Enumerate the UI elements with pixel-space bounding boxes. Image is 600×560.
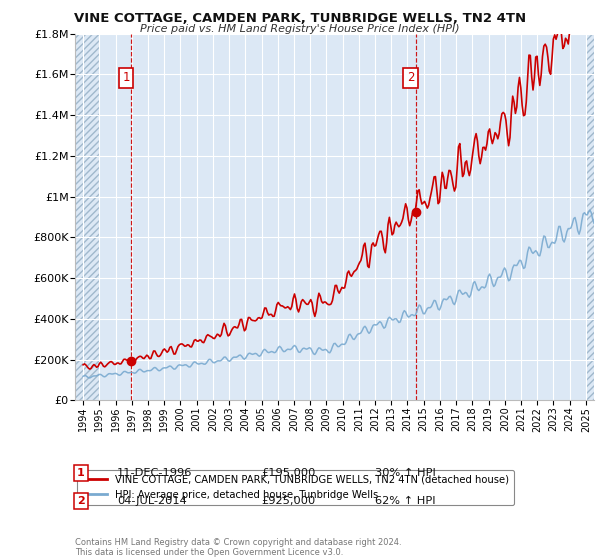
Text: VINE COTTAGE, CAMDEN PARK, TUNBRIDGE WELLS, TN2 4TN: VINE COTTAGE, CAMDEN PARK, TUNBRIDGE WEL… <box>74 12 526 25</box>
Text: 1: 1 <box>122 71 130 84</box>
Legend: VINE COTTAGE, CAMDEN PARK, TUNBRIDGE WELLS, TN2 4TN (detached house), HPI: Avera: VINE COTTAGE, CAMDEN PARK, TUNBRIDGE WEL… <box>77 470 514 505</box>
Text: 62% ↑ HPI: 62% ↑ HPI <box>375 496 436 506</box>
Text: Contains HM Land Registry data © Crown copyright and database right 2024.
This d: Contains HM Land Registry data © Crown c… <box>75 538 401 557</box>
Text: 1: 1 <box>77 468 85 478</box>
Text: 11-DEC-1996: 11-DEC-1996 <box>117 468 193 478</box>
Text: 04-JUL-2014: 04-JUL-2014 <box>117 496 187 506</box>
Text: £195,000: £195,000 <box>261 468 316 478</box>
Text: Price paid vs. HM Land Registry's House Price Index (HPI): Price paid vs. HM Land Registry's House … <box>140 24 460 34</box>
Text: 2: 2 <box>407 71 415 84</box>
Text: £925,000: £925,000 <box>261 496 315 506</box>
Bar <box>75 34 100 400</box>
Text: 30% ↑ HPI: 30% ↑ HPI <box>375 468 436 478</box>
Text: 2: 2 <box>77 496 85 506</box>
Bar <box>586 34 594 400</box>
